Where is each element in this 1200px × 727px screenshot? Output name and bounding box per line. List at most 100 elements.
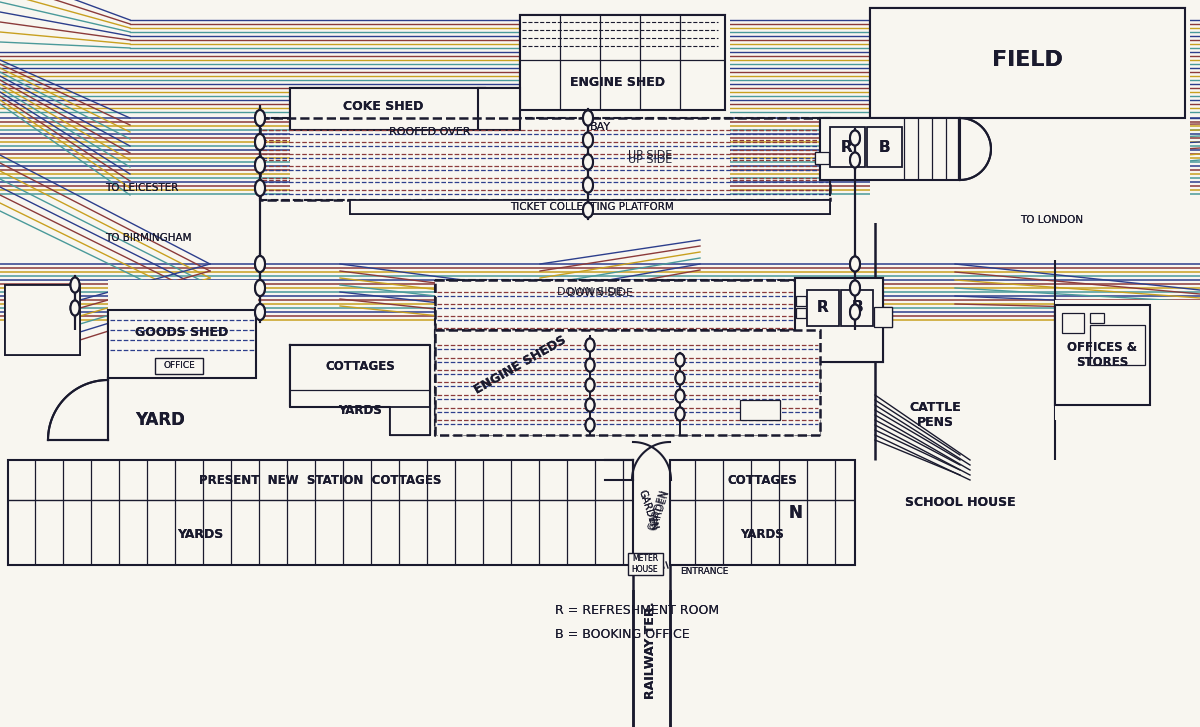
Bar <box>830 127 865 167</box>
Bar <box>870 8 1186 118</box>
Text: ENTRANCE: ENTRANCE <box>680 568 728 577</box>
Text: B: B <box>878 140 890 155</box>
Text: ENTRANCE: ENTRANCE <box>680 568 728 577</box>
Ellipse shape <box>256 110 265 126</box>
Bar <box>290 88 527 203</box>
Text: OFFICES &
STORES: OFFICES & STORES <box>1067 341 1138 369</box>
Ellipse shape <box>850 257 860 271</box>
Bar <box>290 345 430 435</box>
Ellipse shape <box>676 408 684 420</box>
Bar <box>350 200 830 214</box>
Ellipse shape <box>256 256 265 272</box>
Ellipse shape <box>71 278 79 292</box>
Ellipse shape <box>586 358 594 371</box>
Bar <box>478 88 520 130</box>
Ellipse shape <box>586 339 594 351</box>
Ellipse shape <box>850 281 860 295</box>
Text: SCHOOL HOUSE: SCHOOL HOUSE <box>905 496 1015 508</box>
Text: COKE SHED: COKE SHED <box>343 100 424 113</box>
Bar <box>8 460 634 565</box>
Text: N: N <box>788 504 802 522</box>
Bar <box>670 460 854 565</box>
Ellipse shape <box>256 304 265 320</box>
Text: OFFICE: OFFICE <box>163 361 194 371</box>
Bar <box>628 553 662 575</box>
Text: R = REFRESHMENT ROOM: R = REFRESHMENT ROOM <box>554 603 719 616</box>
Text: ROOFED OVER: ROOFED OVER <box>389 127 470 137</box>
Bar <box>796 278 883 362</box>
Ellipse shape <box>676 390 684 403</box>
Text: ROOFED OVER: ROOFED OVER <box>389 127 470 137</box>
Text: B = BOOKING OFFICE: B = BOOKING OFFICE <box>554 629 690 641</box>
Bar <box>796 278 883 362</box>
Ellipse shape <box>676 371 684 385</box>
Bar <box>5 285 80 355</box>
Ellipse shape <box>586 419 594 432</box>
Ellipse shape <box>256 180 265 196</box>
Text: B = BOOKING OFFICE: B = BOOKING OFFICE <box>554 629 690 641</box>
Text: GOODS SHED: GOODS SHED <box>136 326 229 339</box>
Bar <box>290 88 485 130</box>
Ellipse shape <box>583 132 593 148</box>
Bar <box>820 118 960 180</box>
Text: CATTLE
PENS: CATTLE PENS <box>910 401 961 429</box>
Bar <box>108 310 256 378</box>
Bar <box>260 118 830 200</box>
Bar <box>796 308 806 318</box>
Text: GARDEN: GARDEN <box>637 489 659 531</box>
Bar <box>520 15 725 110</box>
Bar <box>670 460 854 565</box>
Text: FIELD: FIELD <box>991 50 1062 70</box>
Text: ENGINE SHED: ENGINE SHED <box>570 76 666 89</box>
Text: CATTLE
PENS: CATTLE PENS <box>910 401 961 429</box>
Text: YARDS: YARDS <box>338 403 382 417</box>
Text: TO LONDON: TO LONDON <box>1020 215 1084 225</box>
Ellipse shape <box>586 419 594 432</box>
Text: R = REFRESHMENT ROOM: R = REFRESHMENT ROOM <box>554 603 719 616</box>
Text: METER
HOUSE: METER HOUSE <box>631 554 659 574</box>
Bar <box>436 330 820 435</box>
Ellipse shape <box>676 353 684 366</box>
Ellipse shape <box>583 177 593 193</box>
Bar <box>841 290 874 326</box>
Ellipse shape <box>850 131 860 145</box>
Text: TO LEICESTER: TO LEICESTER <box>106 183 179 193</box>
Bar <box>808 290 839 326</box>
Text: R: R <box>841 140 853 155</box>
Text: RAILWAY TER.: RAILWAY TER. <box>644 601 658 699</box>
Ellipse shape <box>583 155 593 169</box>
Bar <box>520 15 730 225</box>
Ellipse shape <box>850 153 860 167</box>
Bar <box>1062 313 1084 333</box>
Text: UP SIDE: UP SIDE <box>628 150 672 160</box>
Ellipse shape <box>256 304 265 320</box>
Bar <box>436 280 830 540</box>
Bar <box>796 296 806 306</box>
Ellipse shape <box>586 358 594 371</box>
Bar <box>820 118 960 180</box>
Text: GARDEN: GARDEN <box>649 489 671 531</box>
Text: B: B <box>878 140 890 155</box>
Bar <box>870 8 1186 118</box>
Bar <box>830 127 865 167</box>
Text: COTTAGES: COTTAGES <box>727 473 797 486</box>
Text: YARDS: YARDS <box>176 529 223 542</box>
Ellipse shape <box>256 134 265 150</box>
Bar <box>1055 300 1200 420</box>
Text: TO LONDON: TO LONDON <box>1020 215 1084 225</box>
Bar <box>815 152 829 164</box>
Ellipse shape <box>676 353 684 366</box>
Text: YARDS: YARDS <box>740 529 784 542</box>
Ellipse shape <box>586 379 594 392</box>
Text: UP SIDE: UP SIDE <box>628 155 672 165</box>
Text: TO BIRMINGHAM: TO BIRMINGHAM <box>106 233 192 243</box>
Text: PRESENT  NEW  STATION  COTTAGES: PRESENT NEW STATION COTTAGES <box>199 473 442 486</box>
Text: OFFICES &
STORES: OFFICES & STORES <box>1067 341 1138 369</box>
Bar <box>740 400 780 420</box>
Bar <box>628 553 662 575</box>
Bar <box>1090 325 1145 365</box>
Bar <box>350 200 830 214</box>
Bar <box>815 152 829 164</box>
Bar <box>1090 325 1145 365</box>
Text: YARDS: YARDS <box>176 529 223 542</box>
